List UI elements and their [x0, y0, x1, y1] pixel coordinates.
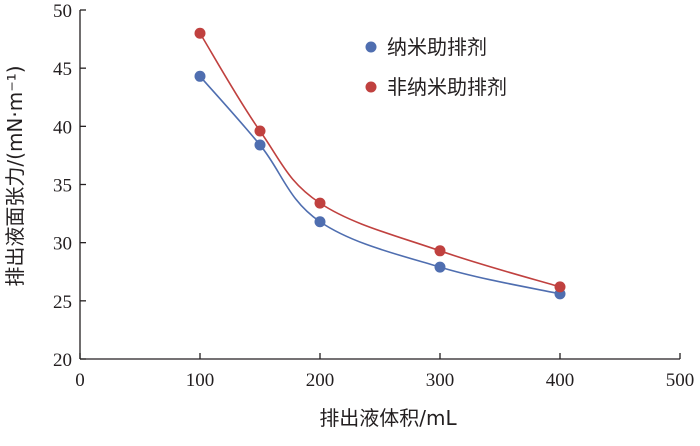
y-tick-label: 20 [53, 350, 72, 371]
x-axis-ticks: 0 100 200 300 400 500 [75, 353, 694, 391]
data-point [194, 70, 206, 82]
x-axis-title: 排出液体积/mL [319, 406, 457, 430]
y-tick-label: 45 [53, 59, 72, 80]
y-axis-title: 排出液面张力/(mN·m⁻¹) [3, 65, 27, 286]
data-point [254, 125, 266, 137]
x-tick-label: 100 [186, 370, 215, 391]
y-axis-ticks: 20 25 30 35 40 45 50 [53, 1, 86, 371]
x-tick-label: 400 [546, 370, 575, 391]
legend-marker [365, 81, 377, 93]
legend-marker [365, 41, 377, 53]
data-point [314, 197, 326, 209]
series-layer [194, 27, 566, 300]
y-tick-label: 50 [53, 1, 72, 22]
data-point [434, 245, 446, 257]
data-point [314, 216, 326, 228]
data-point [254, 139, 266, 151]
y-tick-label: 25 [53, 292, 72, 313]
data-point [554, 281, 566, 293]
legend-label: 纳米助排剂 [387, 35, 487, 59]
x-tick-label: 500 [666, 370, 695, 391]
series-line [199, 75, 561, 295]
y-tick-label: 35 [53, 176, 72, 197]
data-point [194, 27, 206, 39]
series-1 [194, 70, 566, 300]
x-tick-label: 0 [75, 370, 85, 391]
legend-label: 非纳米助排剂 [387, 75, 507, 99]
y-tick-label: 40 [53, 117, 72, 138]
data-point [434, 261, 446, 273]
series-2 [194, 27, 566, 293]
axes [79, 10, 680, 360]
y-tick-label: 30 [53, 234, 72, 255]
x-tick-label: 200 [306, 370, 335, 391]
x-tick-label: 300 [426, 370, 455, 391]
